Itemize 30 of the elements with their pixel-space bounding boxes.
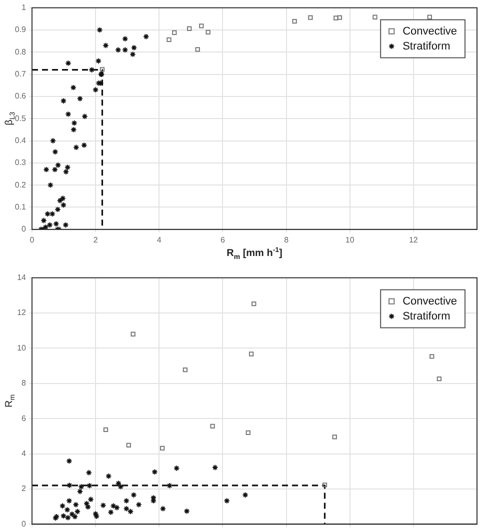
y-tick-label: 0 bbox=[22, 519, 27, 528]
legend-label: Stratiform bbox=[402, 310, 450, 322]
legend-label: Stratiform bbox=[402, 40, 450, 52]
y-tick-label: 0.1 bbox=[14, 202, 27, 212]
x-tick-label: 6 bbox=[220, 235, 226, 244]
y-tick-label: 0.8 bbox=[14, 47, 27, 56]
y-tick-label: 6 bbox=[22, 414, 27, 423]
y-tick-label: 0.6 bbox=[14, 92, 27, 101]
y-tick-label: 1 bbox=[22, 3, 27, 12]
x-tick-label: 4 bbox=[156, 235, 162, 244]
y-tick-label: 0.7 bbox=[14, 69, 27, 78]
x-tick-label: 12 bbox=[408, 235, 418, 244]
legend-label: Convective bbox=[402, 25, 458, 38]
y-tick-label: 8 bbox=[22, 378, 27, 388]
legend-label: Convective bbox=[402, 295, 458, 308]
x-tick-label: 2 bbox=[93, 235, 98, 244]
y-tick-label: 0.3 bbox=[14, 158, 27, 168]
x-tick-label: 8 bbox=[284, 235, 290, 244]
y-tick-label: 0.5 bbox=[14, 114, 27, 123]
y-tick-label: 4 bbox=[22, 449, 27, 458]
y-tick-label: 2 bbox=[22, 484, 27, 494]
y-tick-label: 10 bbox=[17, 343, 27, 352]
x-tick-label: 0 bbox=[30, 235, 35, 244]
y-tick-label: 0.4 bbox=[14, 136, 27, 145]
y-tick-label: 0.9 bbox=[14, 25, 27, 34]
y-tick-label: 0 bbox=[22, 224, 27, 234]
y-tick-label: 14 bbox=[17, 273, 27, 282]
x-tick-label: 10 bbox=[345, 235, 355, 244]
y-tick-label: 0.2 bbox=[14, 180, 27, 190]
y-tick-label: 12 bbox=[17, 308, 27, 318]
